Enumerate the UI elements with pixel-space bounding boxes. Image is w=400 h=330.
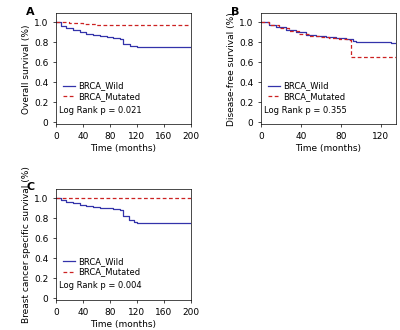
Legend: BRCA_Wild, BRCA_Mutated: BRCA_Wild, BRCA_Mutated bbox=[63, 257, 140, 277]
Y-axis label: Breast cancer specific survival (%): Breast cancer specific survival (%) bbox=[22, 166, 31, 323]
X-axis label: Time (months): Time (months) bbox=[90, 144, 156, 153]
Legend: BRCA_Wild, BRCA_Mutated: BRCA_Wild, BRCA_Mutated bbox=[268, 82, 345, 101]
Text: Log Rank p = 0.355: Log Rank p = 0.355 bbox=[264, 106, 346, 115]
X-axis label: Time (months): Time (months) bbox=[296, 144, 362, 153]
Y-axis label: Disease-free survival (%): Disease-free survival (%) bbox=[227, 12, 236, 126]
Legend: BRCA_Wild, BRCA_Mutated: BRCA_Wild, BRCA_Mutated bbox=[63, 82, 140, 101]
Text: A: A bbox=[26, 7, 35, 16]
Text: B: B bbox=[231, 7, 240, 16]
X-axis label: Time (months): Time (months) bbox=[90, 320, 156, 329]
Text: Log Rank p = 0.004: Log Rank p = 0.004 bbox=[59, 281, 141, 290]
Text: C: C bbox=[26, 182, 34, 192]
Text: Log Rank p = 0.021: Log Rank p = 0.021 bbox=[59, 106, 141, 115]
Y-axis label: Overall survival (%): Overall survival (%) bbox=[22, 24, 31, 114]
